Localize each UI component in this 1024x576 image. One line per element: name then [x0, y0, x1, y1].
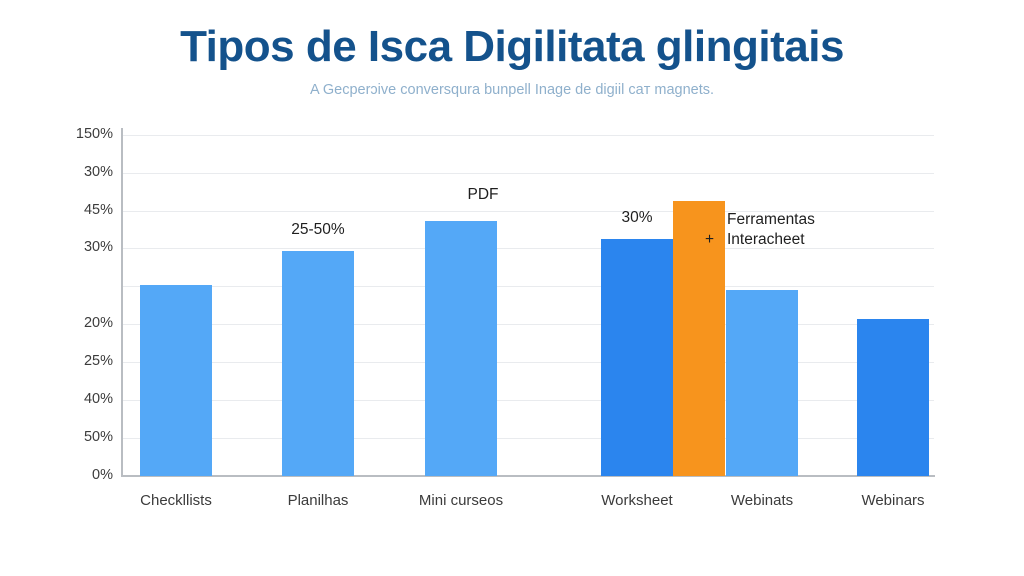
- y-axis-tick-label: 0%: [92, 467, 113, 483]
- bar-3[interactable]: [601, 239, 673, 476]
- bar-4[interactable]: [673, 201, 725, 476]
- grid-line: [122, 362, 934, 363]
- x-axis-tick-label: Mini curseos: [418, 492, 504, 509]
- bar-5[interactable]: [726, 290, 798, 476]
- annot-worksheet: 30%: [621, 209, 653, 226]
- grid-line: [122, 173, 934, 174]
- grid-line: [122, 286, 934, 287]
- bar-1[interactable]: [282, 251, 354, 476]
- page-subtitle: A Gecperɔive conversqura bunpell Inage d…: [309, 82, 715, 98]
- annot-ferramentas-line2: Interacheet: [727, 231, 805, 248]
- bar-2[interactable]: [425, 221, 497, 476]
- x-axis-tick-label: Checkllists: [140, 492, 212, 509]
- x-axis-tick-label: Planilhas: [287, 492, 349, 509]
- grid-line: [122, 135, 934, 136]
- page-title: Tipos de Isca Digilitata glingitais: [180, 22, 844, 71]
- x-axis-line: [121, 475, 935, 477]
- y-axis-line: [121, 128, 123, 477]
- y-axis-tick-label: 45%: [83, 202, 113, 218]
- chart-bars: [140, 201, 929, 476]
- x-axis-tick-label: Webinats: [730, 492, 794, 509]
- y-axis-tick-labels: 150% 30% 45% 30% 20% 25% 40% 50% 0%: [53, 0, 113, 576]
- grid-line: [122, 324, 934, 325]
- y-axis-tick-label: 50%: [83, 429, 113, 445]
- bar-0[interactable]: [140, 285, 212, 476]
- grid-line: [122, 438, 934, 439]
- y-axis-tick-label: 25%: [83, 353, 113, 369]
- y-axis-tick-label: 30%: [83, 164, 113, 180]
- grid-line: [122, 248, 934, 249]
- annot-minicursos: PDF: [467, 186, 499, 203]
- bar-6[interactable]: [857, 319, 929, 476]
- y-axis-tick-label: 150%: [75, 126, 113, 142]
- x-axis-tick-label: Worksheet: [601, 492, 673, 509]
- y-axis-tick-label: 20%: [83, 315, 113, 331]
- y-axis-tick-label: 40%: [83, 391, 113, 407]
- annot-ferramentas-line1: Ferramentas: [727, 211, 815, 228]
- grid-line: [122, 400, 934, 401]
- annot-planilhas: 25-50%: [291, 221, 345, 238]
- grid-line: [122, 211, 934, 212]
- y-axis-tick-label: 30%: [83, 239, 113, 255]
- x-axis-tick-label: Webinars: [861, 492, 925, 509]
- annot-ferramentas-line2-prefix: +: [705, 231, 715, 248]
